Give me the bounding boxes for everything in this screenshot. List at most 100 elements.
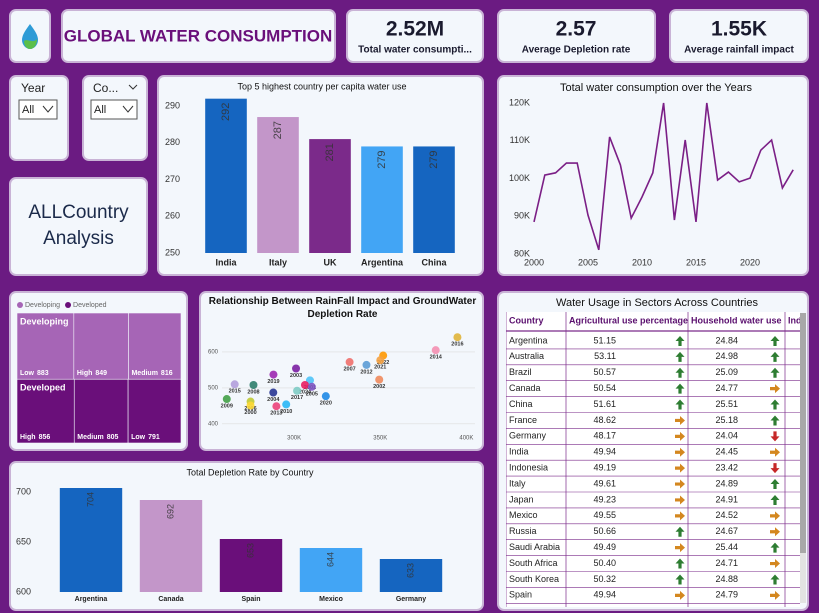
cell-household: 25.51 xyxy=(715,399,738,409)
scatter-point xyxy=(345,358,354,367)
point-label: 2021 xyxy=(374,365,386,371)
y-tick-label: 650 xyxy=(16,536,31,546)
value-label: 292 xyxy=(220,103,232,121)
scatter-point xyxy=(222,395,231,404)
trend-icon xyxy=(675,351,685,362)
slicer-dropdown[interactable] xyxy=(18,99,58,120)
cell-household: 24.71 xyxy=(715,558,738,568)
value-label: 704 xyxy=(85,492,95,507)
cell-household: 24.98 xyxy=(715,351,738,361)
bar xyxy=(139,500,203,592)
scatter-point xyxy=(321,392,330,401)
bar xyxy=(309,139,351,253)
point-label: 2017 xyxy=(291,395,303,401)
cell-country: Germany xyxy=(509,431,547,441)
chart-title: Total Depletion Rate by Country xyxy=(186,467,314,477)
kpi-label: Average Depletion rate xyxy=(522,45,631,56)
treemap-cell-label: High 849 xyxy=(77,370,107,377)
chart-title: Relationship Between RainFall Impact and… xyxy=(208,296,477,320)
value-label: 279 xyxy=(428,150,440,168)
cell-category: Low xyxy=(131,434,146,441)
point-label: 2002 xyxy=(373,384,385,390)
kpi-card xyxy=(669,9,809,63)
x-tick-label: Argentina xyxy=(75,596,108,603)
treemap-cell-label: High 856 xyxy=(20,434,50,441)
cell-household: 24.77 xyxy=(715,383,738,393)
point-label: 2016 xyxy=(451,342,463,348)
y-tick-label: 400 xyxy=(208,421,219,427)
kpi-label: Average rainfall impact xyxy=(684,45,794,56)
scatter-point xyxy=(293,386,302,395)
cell-category: Medium xyxy=(77,434,103,441)
trend-icon xyxy=(770,415,780,426)
legend-label: Developed xyxy=(73,302,107,309)
chart-card xyxy=(9,461,484,611)
y-tick-label: 280 xyxy=(165,137,180,147)
trend-icon xyxy=(675,526,685,537)
cell-country: China xyxy=(509,399,533,409)
x-tick-label: 2000 xyxy=(524,257,544,267)
cell-household: 24.79 xyxy=(715,590,738,600)
cell-value: 816 xyxy=(161,370,173,377)
cell-agri: 49.94 xyxy=(593,447,616,457)
scatter-point xyxy=(282,400,291,409)
trend-icon xyxy=(770,399,780,410)
cell-household: 25.44 xyxy=(715,542,738,552)
cell-country: Japan xyxy=(509,494,534,504)
scrollbar-thumb[interactable] xyxy=(800,313,806,553)
scatter-point xyxy=(307,382,316,391)
x-tick-label: 2020 xyxy=(740,257,760,267)
trend-icon xyxy=(769,511,780,521)
table-title: Water Usage in Sectors Across Countries xyxy=(556,297,758,309)
title-card xyxy=(61,9,336,63)
x-tick-label: 350K xyxy=(373,436,387,442)
cell-household: 25.09 xyxy=(715,367,738,377)
bar xyxy=(59,488,123,592)
x-tick-label: Argentina xyxy=(361,257,404,267)
cell-value: 791 xyxy=(148,434,160,441)
bar xyxy=(299,548,363,592)
y-tick-label: 500 xyxy=(208,385,219,391)
kpi-card xyxy=(497,9,656,63)
table: Country Agricultural use percentage Househ… xyxy=(506,312,800,607)
cell-household: 24.88 xyxy=(715,574,738,584)
point-label: 2005 xyxy=(306,391,318,397)
x-tick-label: 300K xyxy=(287,436,301,442)
y-tick-label: 700 xyxy=(16,486,31,496)
x-tick-label: 2015 xyxy=(686,257,706,267)
trend-icon xyxy=(674,511,685,521)
point-label: 2015 xyxy=(229,389,241,395)
kpi-label: Total water consumpti... xyxy=(358,45,472,56)
x-tick-label: UK xyxy=(324,257,337,267)
cell-agri: 49.94 xyxy=(593,590,616,600)
chart-title: Total water consumption over the Years xyxy=(560,82,753,94)
slicer-collapse-arrow xyxy=(128,84,138,90)
slicer-value: All xyxy=(22,104,34,116)
column-header: Country xyxy=(509,315,544,325)
cell-household: 24.89 xyxy=(715,478,738,488)
slicer-value: All xyxy=(94,104,106,116)
cell-agri: 51.15 xyxy=(593,335,616,345)
point-label: 2024 xyxy=(299,389,312,395)
slicer-dropdown[interactable] xyxy=(90,99,138,120)
trend-icon xyxy=(770,479,780,490)
cell-country: South Korea xyxy=(509,574,559,584)
trend-icon xyxy=(675,447,685,457)
scatter-point xyxy=(305,376,314,385)
value-label: 279 xyxy=(376,150,388,168)
table-body xyxy=(506,312,800,607)
trend-icon xyxy=(770,351,780,362)
cell-household: 25.18 xyxy=(715,415,738,425)
y-tick-label: 270 xyxy=(165,174,180,184)
cell-country: Indonesia xyxy=(509,463,548,473)
cell-country: Russia xyxy=(509,526,537,536)
trend-icon xyxy=(770,431,780,442)
cell-agri: 50.54 xyxy=(593,383,616,393)
kpi-value: 2.57 xyxy=(556,18,597,41)
cell-country: Italy xyxy=(509,478,526,488)
bar xyxy=(205,98,247,254)
cell-household: 24.52 xyxy=(715,510,738,520)
treemap-cell xyxy=(16,312,75,380)
slicer-title: Co... xyxy=(93,81,118,95)
point-label: 2019 xyxy=(267,379,279,385)
